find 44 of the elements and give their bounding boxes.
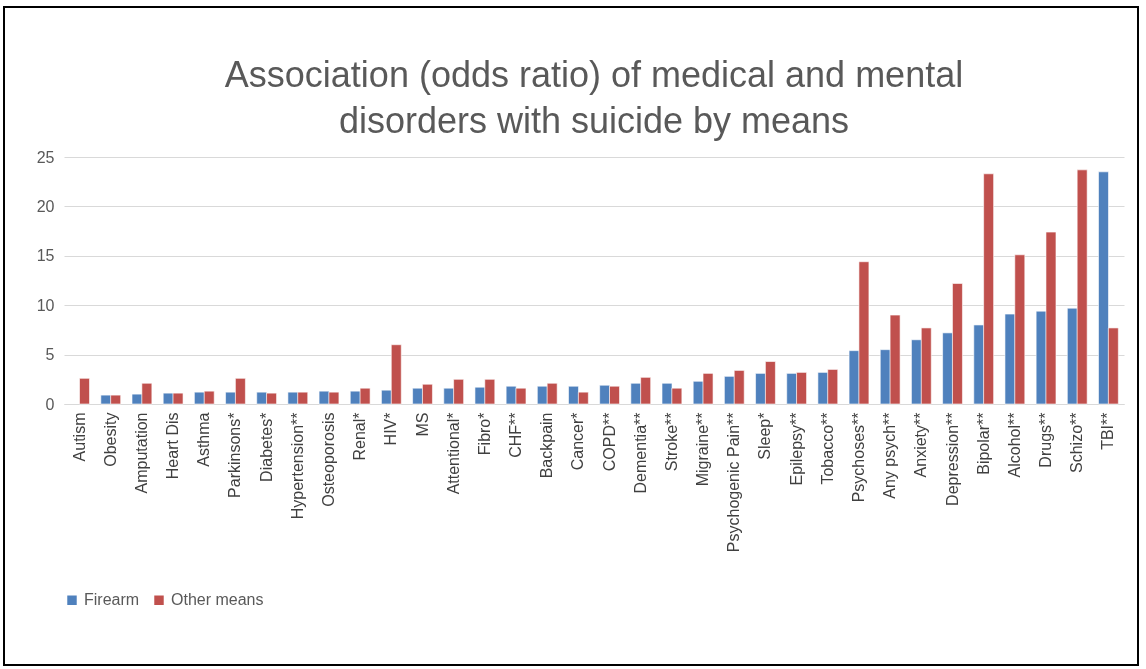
y-tick-label: 15 [36,247,55,265]
x-tick-label: Tobacco** [818,412,836,485]
x-tick-label: Anxiety** [912,412,930,478]
y-tick-label: 0 [45,395,55,413]
x-tick-label: Epilepsy** [787,412,805,486]
x-tick-label: Drugs** [1037,412,1055,468]
x-tick-label: Depression** [943,412,961,506]
x-tick-label: Bipolar** [974,412,992,475]
x-tick-label: Stroke** [662,412,680,472]
x-tick-label: Backpain [538,412,556,479]
x-tick-label: COPD** [600,412,618,472]
y-tick-label: 5 [45,346,55,364]
x-tick-label: CHF** [507,412,525,458]
y-tick-label: 25 [36,148,55,166]
x-tick-label: Renal* [351,412,369,461]
x-tick-label: Migraine** [694,412,712,487]
x-tick-label: Asthma [195,412,213,467]
legend-label: Other means [171,591,264,609]
x-tick-label: Any psych** [881,412,899,499]
x-tick-label: Autism [70,412,88,462]
x-tick-label: Fibro* [475,412,493,456]
x-tick-label: TBI** [1099,412,1117,450]
chart-title: Association (odds ratio) of medical and mental disorders with suicide by means [224,54,964,141]
x-tick-label: MS [413,412,431,437]
x-tick-label: Dementia** [631,412,649,494]
x-tick-label: Obesity [101,412,119,467]
x-tick-label: Attentional* [444,412,462,495]
x-tick-label: Heart Dis [164,412,182,480]
x-tick-label: Schizo** [1068,412,1086,473]
x-tick-label: Sleep* [756,412,774,460]
x-tick-label: Hypertension** [288,412,306,520]
x-tick-label: Osteoporosis [320,412,337,507]
x-tick-label: Psychoses** [850,412,867,503]
x-tick-label: Psychogenic Pain** [725,412,743,553]
x-tick-label: Alcohol** [1005,412,1023,478]
x-tick-label: HIV* [382,412,400,446]
legend-label: Firearm [84,591,140,609]
x-tick-label: Cancer* [569,412,587,471]
bar [79,378,90,405]
x-tick-label: Diabetes* [257,412,275,482]
y-tick-label: 20 [36,197,55,215]
x-tick-label: Parkinsons* [226,412,244,498]
x-tick-label: Amputation [132,412,150,494]
y-tick-label: 10 [36,296,55,314]
